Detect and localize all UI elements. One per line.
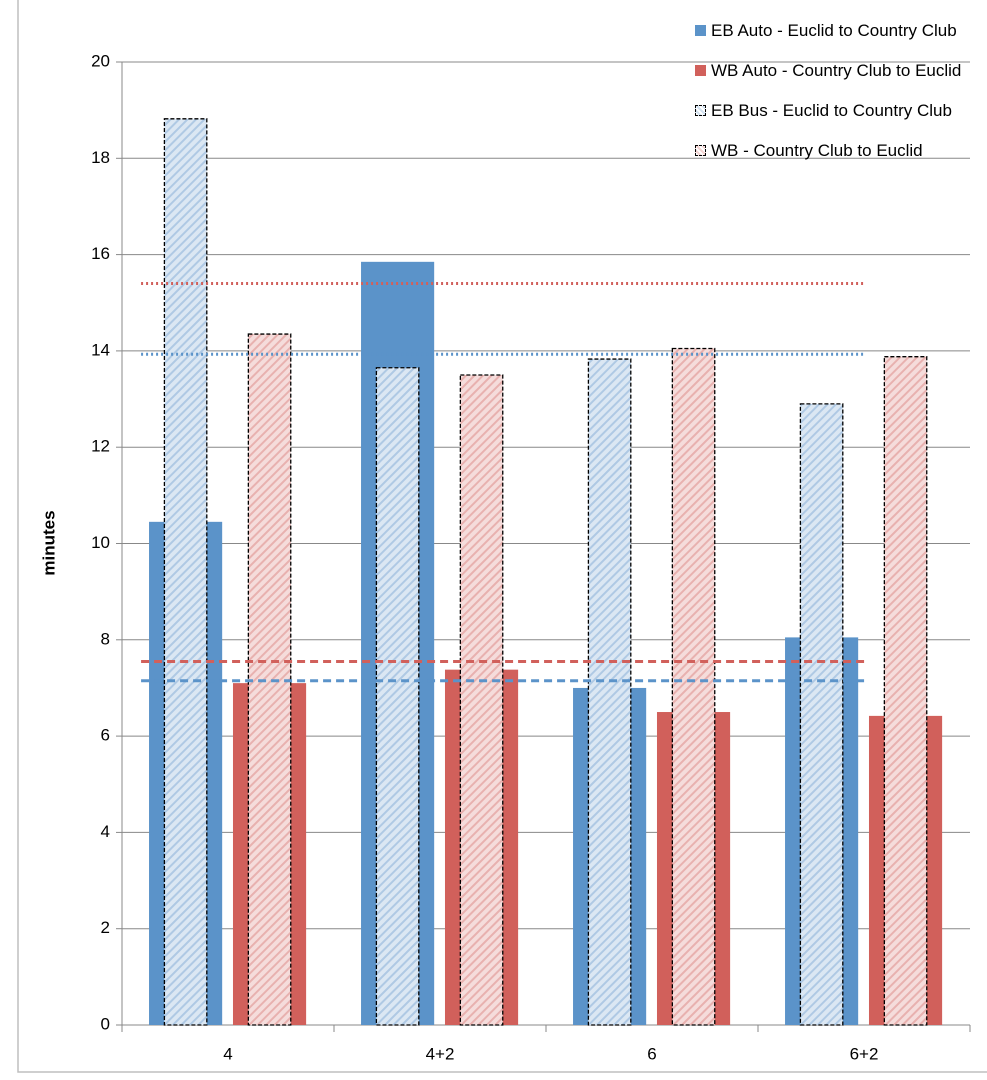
bar	[799, 403, 844, 1026]
legend-item: EB Auto - Euclid to Country Club	[693, 20, 985, 42]
legend-item: EB Bus - Euclid to Country Club	[693, 100, 985, 122]
bar	[587, 358, 632, 1026]
x-tick-label: 6+2	[850, 1044, 879, 1063]
legend-swatch	[695, 65, 706, 76]
bar	[163, 118, 208, 1026]
y-tick-label: 6	[101, 726, 110, 745]
y-tick-label: 8	[101, 629, 110, 648]
y-tick-label: 14	[91, 340, 110, 359]
legend-label: WB Auto - Country Club to Euclid	[711, 61, 962, 80]
legend-swatch	[695, 25, 706, 36]
y-tick-label: 0	[101, 1014, 110, 1033]
y-tick-label: 20	[91, 51, 110, 70]
y-tick-label: 16	[91, 244, 110, 263]
legend-swatch	[695, 105, 706, 116]
x-tick-label: 6	[647, 1044, 656, 1063]
legend-item: WB - Country Club to Euclid	[693, 140, 985, 162]
bar	[671, 347, 716, 1026]
x-tick-label: 4	[223, 1044, 232, 1063]
legend-label: EB Bus - Euclid to Country Club	[711, 101, 952, 120]
y-tick-label: 12	[91, 437, 110, 456]
legend: EB Auto - Euclid to Country Club WB Auto …	[693, 20, 985, 180]
bar	[459, 374, 504, 1026]
y-tick-label: 2	[101, 918, 110, 937]
bar	[883, 356, 928, 1026]
x-tick-label: 4+2	[426, 1044, 455, 1063]
y-axis-label: minutes	[39, 510, 58, 575]
legend-item: WB Auto - Country Club to Euclid	[693, 60, 985, 82]
y-tick-label: 4	[101, 822, 110, 841]
bar	[375, 367, 420, 1026]
bar	[247, 333, 292, 1026]
y-tick-label: 18	[91, 148, 110, 167]
y-tick-label: 10	[91, 533, 110, 552]
legend-label: WB - Country Club to Euclid	[711, 141, 923, 160]
legend-swatch	[695, 145, 706, 156]
chart-border	[17, 0, 987, 1073]
legend-label: EB Auto - Euclid to Country Club	[711, 21, 957, 40]
